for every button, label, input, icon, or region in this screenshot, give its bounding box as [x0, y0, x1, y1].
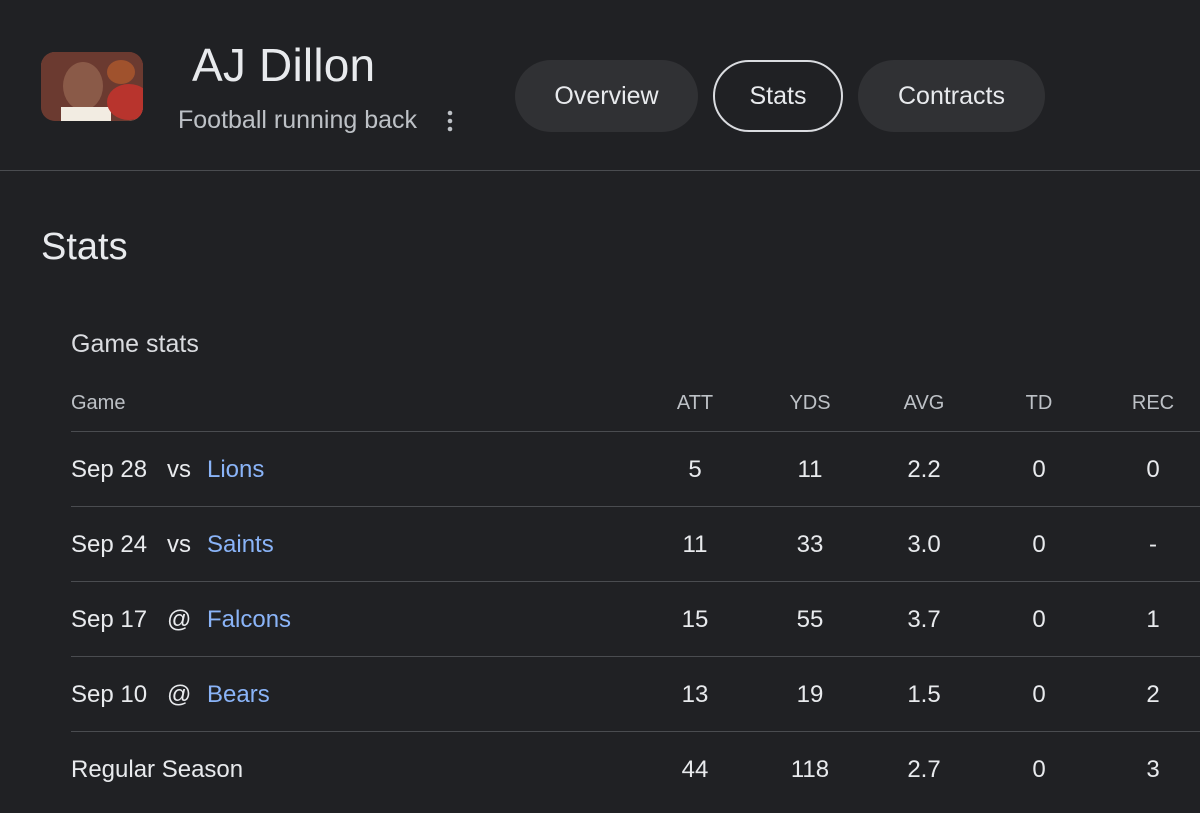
game-date: Sep 28 [71, 456, 148, 483]
stat-att: 13 [681, 681, 709, 708]
tab-stats[interactable]: Stats [713, 60, 843, 132]
stat-rec: 2 [1146, 681, 1160, 708]
more-vert-icon[interactable] [441, 108, 459, 134]
opponent-link[interactable]: Falcons [207, 606, 292, 633]
stat-yds: 118 [790, 756, 830, 783]
stat-avg: 3.7 [907, 606, 941, 633]
stat-rec: 3 [1146, 756, 1160, 783]
section-title: Stats [41, 226, 128, 268]
game-location: vs [167, 456, 191, 483]
column-header-avg: AVG [903, 392, 945, 414]
opponent-link[interactable]: Saints [207, 531, 274, 558]
stat-avg: 2.7 [907, 756, 941, 783]
tab-stats-label: Stats [749, 81, 807, 110]
game-location: @ [167, 606, 192, 633]
game-location: @ [167, 681, 192, 708]
game-stats-title: Game stats [71, 330, 199, 358]
stat-rec: 0 [1146, 456, 1160, 483]
column-header-yds: YDS [789, 392, 831, 414]
stat-yds: 19 [796, 681, 824, 708]
column-header-rec: REC [1131, 392, 1175, 414]
table-row[interactable]: Sep 24 vs Saints 11 33 3.0 0 - [71, 506, 1200, 581]
summary-label: Regular Season [71, 756, 244, 783]
tab-contracts-label: Contracts [898, 81, 1005, 110]
stat-td: 0 [1032, 456, 1046, 483]
game-location: vs [167, 531, 191, 558]
stat-att: 15 [681, 606, 709, 633]
column-header-td: TD [1025, 392, 1053, 414]
stat-rec: 1 [1146, 606, 1160, 633]
table-row[interactable]: Sep 10 @ Bears 13 19 1.5 0 2 [71, 656, 1200, 731]
column-header-game: Game [71, 392, 126, 414]
stat-td: 0 [1032, 606, 1046, 633]
opponent-link[interactable]: Lions [207, 456, 265, 483]
stat-att: 11 [682, 531, 708, 558]
opponent-link[interactable]: Bears [207, 681, 270, 708]
stat-td: 0 [1032, 681, 1046, 708]
stat-yds: 55 [796, 606, 824, 633]
player-avatar[interactable] [41, 52, 143, 121]
stat-avg: 1.5 [907, 681, 941, 708]
column-header-att: ATT [676, 392, 714, 414]
stat-att: 44 [681, 756, 709, 783]
tab-overview-label: Overview [554, 81, 659, 110]
stat-att: 5 [688, 456, 702, 483]
player-header: AJ Dillon Football running back Overview… [0, 0, 1200, 171]
table-row-summary: Regular Season 44 118 2.7 0 3 [71, 731, 1200, 806]
player-name: AJ Dillon [192, 39, 376, 91]
stat-td: 0 [1032, 756, 1046, 783]
table-row[interactable]: Sep 28 vs Lions 5 11 2.2 0 0 [71, 431, 1200, 506]
game-date: Sep 17 [71, 606, 148, 633]
stat-avg: 3.0 [907, 531, 941, 558]
stat-avg: 2.2 [907, 456, 941, 483]
game-date: Sep 24 [71, 531, 148, 558]
stat-yds: 33 [796, 531, 824, 558]
stat-yds: 11 [797, 456, 823, 483]
table-row[interactable]: Sep 17 @ Falcons 15 55 3.7 0 1 [71, 581, 1200, 656]
tab-contracts[interactable]: Contracts [858, 60, 1045, 132]
tab-overview[interactable]: Overview [515, 60, 698, 132]
stat-rec: - [1149, 531, 1157, 558]
player-photo [41, 52, 143, 121]
player-subtitle: Football running back [178, 106, 418, 134]
stat-td: 0 [1032, 531, 1046, 558]
game-date: Sep 10 [71, 681, 148, 708]
